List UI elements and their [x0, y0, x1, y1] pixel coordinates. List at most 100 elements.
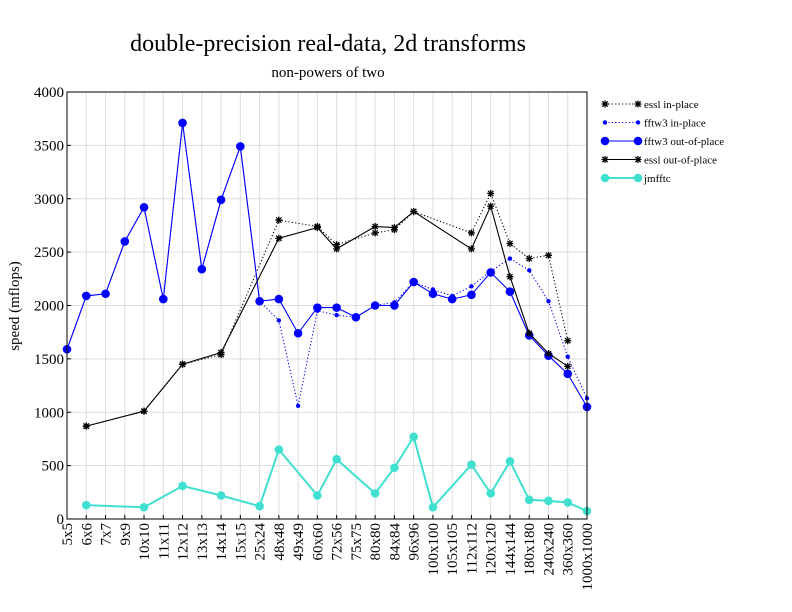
series-jmfftc [81, 432, 592, 516]
data-point [409, 432, 418, 442]
legend-entry: fftw3 out-of-place [600, 136, 724, 148]
x-tick-label: 9x9 [118, 523, 134, 546]
x-tick-label: 49x49 [291, 523, 307, 561]
data-point [139, 502, 149, 512]
data-point [486, 489, 496, 498]
data-point-star [487, 189, 495, 197]
x-tick-label: 11x11 [156, 523, 172, 559]
data-point [505, 287, 515, 296]
data-point [351, 312, 361, 322]
y-tick-label: 3000 [34, 192, 64, 208]
data-point-star [179, 360, 187, 368]
x-tick-label: 144x144 [503, 523, 519, 576]
data-point [633, 136, 643, 146]
data-point-star [506, 240, 514, 248]
data-point-star [564, 362, 572, 370]
data-point-small [334, 312, 339, 318]
data-point [216, 491, 226, 500]
data-point-star [634, 156, 642, 163]
data-point-small [602, 120, 608, 125]
data-point-star [333, 245, 341, 253]
y-tick-label: 4000 [34, 85, 64, 101]
legend: essl in-place fftw3 in-place fftw3 out-of-… [600, 99, 724, 185]
series-layer [62, 118, 592, 516]
series-fftw3-out-of-place [62, 118, 592, 412]
legend-label: fftw3 out-of-place [644, 136, 724, 148]
data-point [370, 301, 380, 310]
x-tick-label: 15x15 [233, 523, 249, 561]
data-point [313, 303, 322, 312]
data-point [600, 136, 610, 146]
data-point [524, 495, 534, 505]
data-point [81, 500, 91, 510]
x-tick-label: 360x360 [561, 523, 577, 576]
data-point [274, 294, 284, 304]
legend-entry: essl in-place [601, 99, 699, 111]
series-essl-out-of-place [82, 202, 572, 430]
data-point [390, 301, 399, 310]
data-point [390, 463, 399, 473]
tick-layer: 0 500 1000 1500 2000 2500 3000 3500 4000 5x5 6x6 7x… [34, 85, 596, 591]
data-point-star [390, 224, 398, 232]
data-point-star [467, 229, 475, 237]
x-tick-label: 240x240 [541, 523, 557, 576]
data-point-star [601, 156, 609, 163]
series-fftw3-in-place [64, 120, 590, 409]
data-point-star [275, 216, 283, 224]
x-tick-label: 120x120 [484, 523, 500, 576]
y-tick-label: 3500 [34, 138, 64, 154]
data-point-star [634, 100, 642, 108]
data-point-star [410, 208, 418, 216]
data-point-star [275, 234, 283, 242]
data-point [81, 291, 91, 301]
data-point [332, 303, 341, 312]
x-tick-label: 100x100 [426, 523, 442, 576]
data-point-small [546, 299, 551, 304]
data-point [633, 173, 643, 183]
series-line [66, 122, 588, 408]
y-tick-label: 500 [42, 459, 65, 475]
data-point [428, 502, 438, 512]
data-point-star [544, 251, 552, 259]
data-point [178, 481, 187, 491]
x-tick-label: 180x180 [522, 523, 538, 576]
y-tick-label: 2000 [34, 299, 64, 315]
series-line [66, 122, 588, 406]
data-point-small [469, 284, 474, 289]
x-tick-label: 112x112 [464, 523, 480, 574]
data-point [544, 496, 553, 506]
chart-title: double-precision real-data, 2d transform… [130, 31, 526, 57]
y-tick-label: 1500 [34, 352, 64, 368]
data-point [428, 289, 438, 299]
data-point [101, 289, 110, 299]
y-tick-label: 0 [57, 512, 65, 528]
x-tick-label: 7x7 [99, 523, 115, 546]
x-tick-label: 10x10 [137, 523, 153, 561]
data-point [197, 264, 207, 274]
data-point [600, 173, 610, 183]
data-point [255, 296, 264, 306]
x-tick-label: 25x24 [253, 523, 269, 561]
legend-entry: essl out-of-place [601, 155, 717, 167]
plot-frame [66, 91, 588, 520]
x-tick-label: 80x80 [368, 523, 384, 561]
data-point [120, 237, 130, 246]
data-point [293, 328, 303, 338]
data-point [236, 142, 245, 151]
data-point-star [140, 407, 148, 415]
data-point-star [371, 229, 379, 237]
data-point [563, 498, 573, 507]
legend-label: essl out-of-place [644, 155, 717, 167]
y-axis-label: speed (mflops) [7, 261, 23, 351]
legend-entry: fftw3 in-place [602, 118, 706, 130]
data-point-star [525, 329, 533, 337]
data-point [139, 202, 149, 212]
data-point-star [371, 223, 379, 231]
data-point-small [635, 120, 641, 125]
data-point-small [527, 268, 532, 273]
x-tick-label: 75x75 [349, 523, 365, 561]
data-point [409, 277, 418, 287]
data-point [370, 489, 380, 498]
data-point-star [544, 350, 552, 358]
legend-label: essl in-place [644, 99, 699, 111]
